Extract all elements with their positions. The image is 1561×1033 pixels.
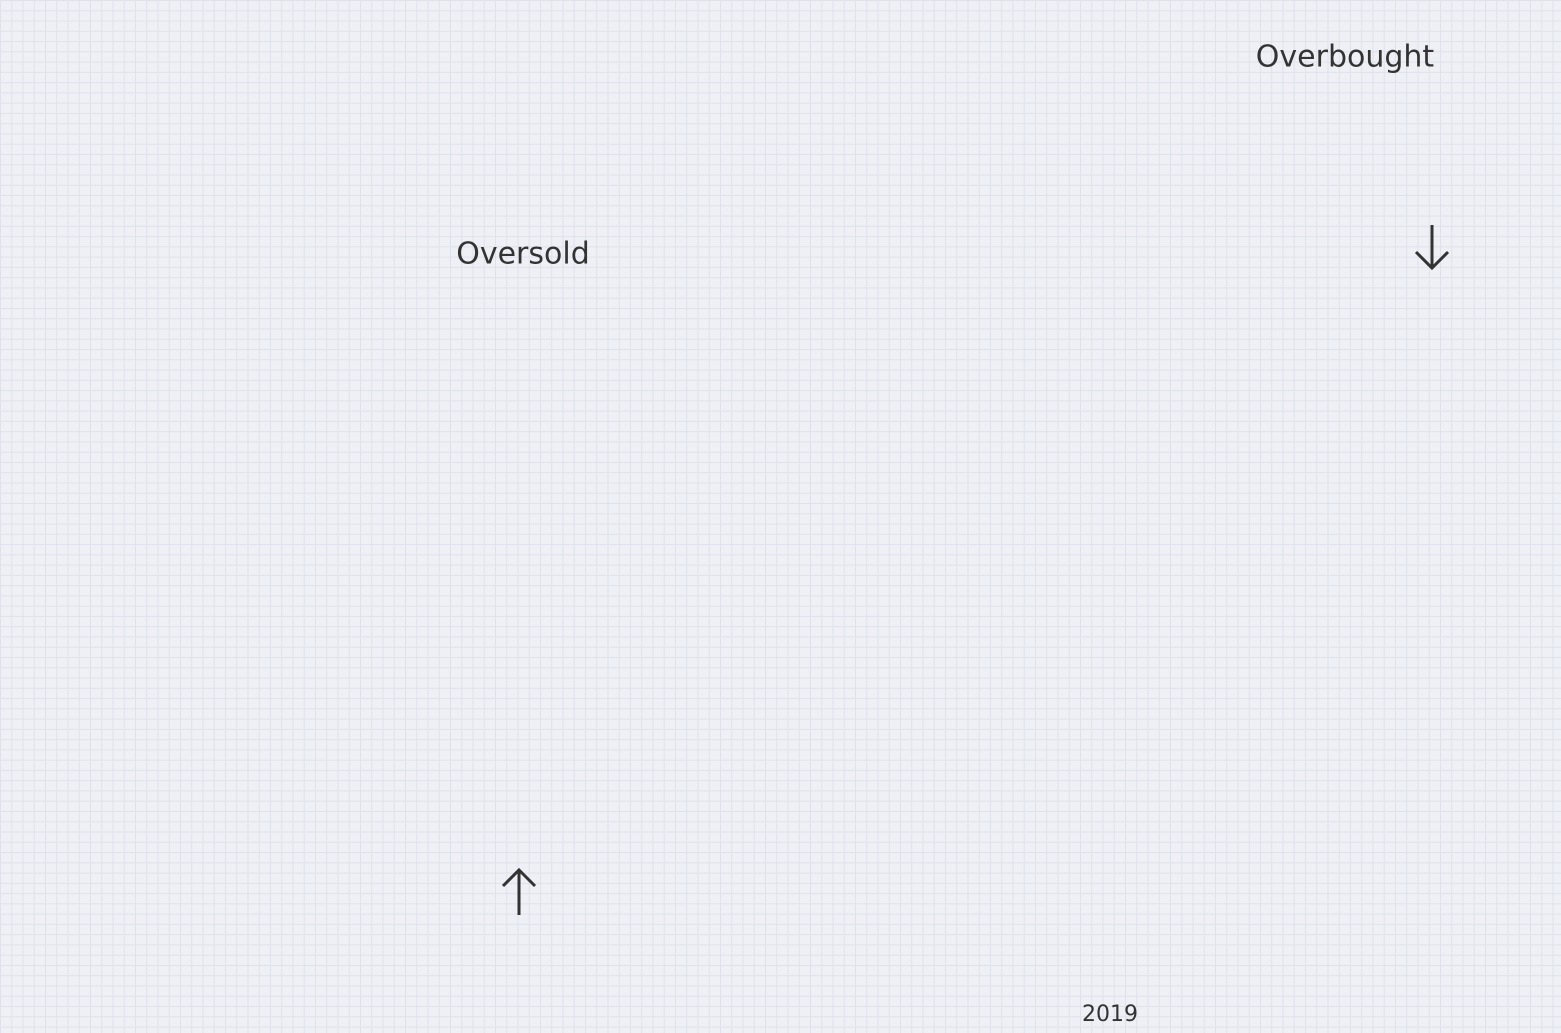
overbought-label: Overbought xyxy=(1256,40,1435,75)
arrows xyxy=(501,225,1450,915)
oversold-label: Oversold xyxy=(456,237,590,272)
down-arrow xyxy=(1414,225,1450,271)
up-arrow xyxy=(501,867,537,915)
year-label: 2019 xyxy=(1082,1002,1138,1027)
